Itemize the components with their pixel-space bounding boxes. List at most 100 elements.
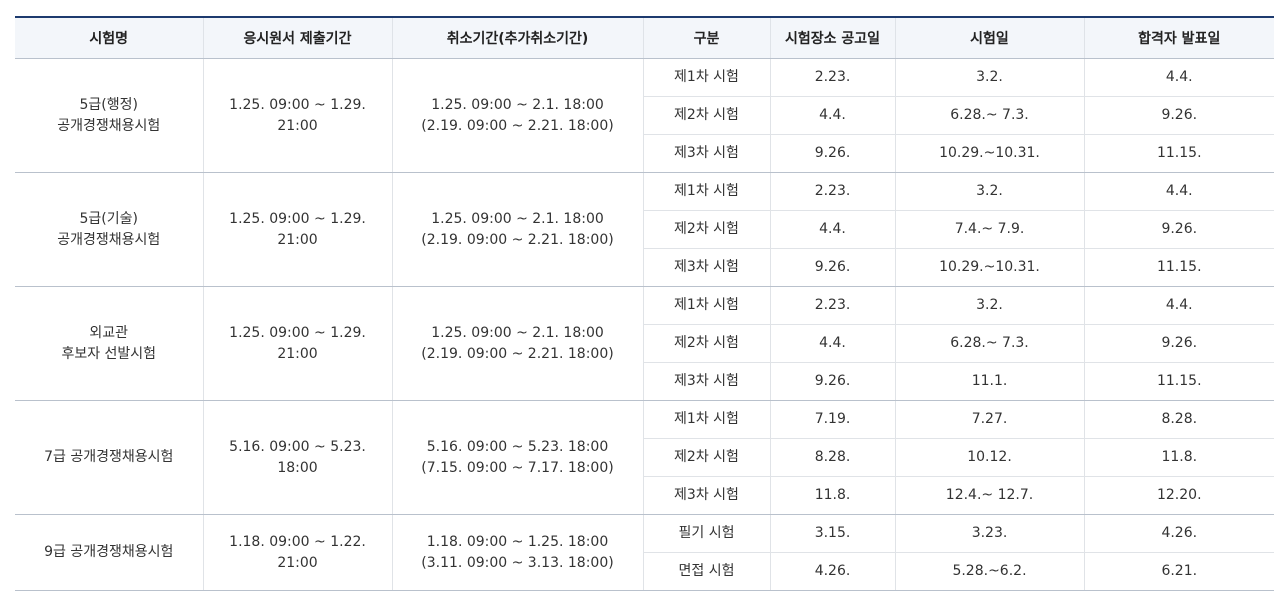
application-period-line: 1.18. 09:00 ~ 1.22. xyxy=(229,533,366,550)
application-period-line: 18:00 xyxy=(277,459,318,476)
stage-cell: 제3차 시험 xyxy=(642,134,770,173)
venue-notice-date-cell: 9.26. xyxy=(769,248,895,287)
application-period-line: 21:00 xyxy=(277,345,318,362)
table-row: 5급(행정) 공개경쟁채용시험 1.25. 09:00 ~ 1.29. 21:00 1.… xyxy=(15,58,1274,173)
header-exam-date: 시험일 xyxy=(894,17,1084,59)
cancel-period-line: (2.19. 09:00 ~ 2.21. 18:00) xyxy=(421,117,614,134)
cancel-period-cell: 1.25. 09:00 ~ 2.1. 18:00 (2.19. 09:00 ~ 2… xyxy=(391,286,643,401)
stage-cell: 제1차 시험 xyxy=(642,400,770,439)
exam-date-cell: 3.2. xyxy=(894,172,1084,211)
application-period-cell: 1.18. 09:00 ~ 1.22. 21:00 xyxy=(202,514,392,591)
result-date-cell: 9.26. xyxy=(1083,210,1274,249)
exam-date-cell: 3.2. xyxy=(894,58,1084,97)
cancel-period-cell: 5.16. 09:00 ~ 5.23. 18:00 (7.15. 09:00 ~ … xyxy=(391,400,643,515)
exam-date-cell: 10.29.~10.31. xyxy=(894,248,1084,287)
application-period-line: 5.16. 09:00 ~ 5.23. xyxy=(229,438,366,455)
table-row: 제2차 시험 4.4. 6.28.~ 7.3. 9.26. xyxy=(15,96,1274,135)
header-stage: 구분 xyxy=(642,17,770,59)
cancel-period-line: (7.15. 09:00 ~ 7.17. 18:00) xyxy=(421,459,614,476)
stage-cell: 제3차 시험 xyxy=(642,248,770,287)
header-result-date: 합격자 발표일 xyxy=(1083,17,1274,59)
header-cancel-period: 취소기간(추가취소기간) xyxy=(391,17,643,59)
exam-name-cell: 5급(기술) 공개경쟁채용시험 xyxy=(15,172,203,287)
table-row: 7급 공개경쟁채용시험 5.16. 09:00 ~ 5.23. 18:00 5.16.… xyxy=(15,400,1274,515)
stage-cell: 면접 시험 xyxy=(642,552,770,591)
result-date-cell: 4.4. xyxy=(1083,286,1274,325)
table-row: 제3차 시험 9.26. 11.1. 11.15. xyxy=(15,362,1274,401)
exam-date-cell: 6.28.~ 7.3. xyxy=(894,96,1084,135)
table-row: 9급 공개경쟁채용시험 1.18. 09:00 ~ 1.22. 21:00 1.18.… xyxy=(15,514,1274,591)
venue-notice-date-cell: 4.4. xyxy=(769,324,895,363)
stage-cell: 제1차 시험 xyxy=(642,286,770,325)
exam-date-cell: 12.4.~ 12.7. xyxy=(894,476,1084,515)
result-date-cell: 11.15. xyxy=(1083,134,1274,173)
venue-notice-date-cell: 4.4. xyxy=(769,210,895,249)
result-date-cell: 8.28. xyxy=(1083,400,1274,439)
cancel-period-line: 1.25. 09:00 ~ 2.1. 18:00 xyxy=(431,324,604,341)
application-period-line: 21:00 xyxy=(277,231,318,248)
venue-notice-date-cell: 3.15. xyxy=(769,514,895,553)
exam-name-line: 9급 공개경쟁채용시험 xyxy=(44,544,174,560)
exam-date-cell: 10.29.~10.31. xyxy=(894,134,1084,173)
cancel-period-line: (3.11. 09:00 ~ 3.13. 18:00) xyxy=(421,554,614,571)
exam-date-cell: 3.2. xyxy=(894,286,1084,325)
stage-cell: 제2차 시험 xyxy=(642,324,770,363)
table-body: 5급(행정) 공개경쟁채용시험 1.25. 09:00 ~ 1.29. 21:00 1.… xyxy=(15,58,1274,591)
venue-notice-date-cell: 2.23. xyxy=(769,58,895,97)
exam-name-line: 7급 공개경쟁채용시험 xyxy=(44,449,174,465)
stage-cell: 제2차 시험 xyxy=(642,210,770,249)
venue-notice-date-cell: 4.26. xyxy=(769,552,895,591)
header-exam-name: 시험명 xyxy=(15,17,203,59)
table-row: 5급(기술) 공개경쟁채용시험 1.25. 09:00 ~ 1.29. 21:00 1.… xyxy=(15,172,1274,287)
stage-cell: 필기 시험 xyxy=(642,514,770,553)
venue-notice-date-cell: 2.23. xyxy=(769,286,895,325)
application-period-line: 1.25. 09:00 ~ 1.29. xyxy=(229,324,366,341)
venue-notice-date-cell: 9.26. xyxy=(769,362,895,401)
table-row: 제3차 시험 9.26. 10.29.~10.31. 11.15. xyxy=(15,134,1274,173)
cancel-period-line: (2.19. 09:00 ~ 2.21. 18:00) xyxy=(421,231,614,248)
exam-name-line: 공개경쟁채용시험 xyxy=(57,117,161,134)
venue-notice-date-cell: 11.8. xyxy=(769,476,895,515)
application-period-cell: 5.16. 09:00 ~ 5.23. 18:00 xyxy=(202,400,392,515)
result-date-cell: 11.8. xyxy=(1083,438,1274,477)
stage-cell: 제3차 시험 xyxy=(642,476,770,515)
application-period-line: 21:00 xyxy=(277,554,318,571)
header-application-period: 응시원서 제출기간 xyxy=(202,17,392,59)
application-period-cell: 1.25. 09:00 ~ 1.29. 21:00 xyxy=(202,172,392,287)
exam-name-line: 외교관 xyxy=(89,324,129,341)
application-period-line: 1.25. 09:00 ~ 1.29. xyxy=(229,210,366,227)
exam-schedule-table: 시험명 응시원서 제출기간 취소기간(추가취소기간) 구분 시험장소 공고일 시… xyxy=(15,16,1274,591)
cancel-period-line: 1.25. 09:00 ~ 2.1. 18:00 xyxy=(431,210,604,227)
result-date-cell: 4.26. xyxy=(1083,514,1274,553)
exam-name-line: 5급(행정) xyxy=(79,96,138,113)
exam-date-cell: 3.23. xyxy=(894,514,1084,553)
header-venue-notice-date: 시험장소 공고일 xyxy=(769,17,895,59)
venue-notice-date-cell: 9.26. xyxy=(769,134,895,173)
cancel-period-cell: 1.25. 09:00 ~ 2.1. 18:00 (2.19. 09:00 ~ 2… xyxy=(391,58,643,173)
result-date-cell: 11.15. xyxy=(1083,248,1274,287)
stage-cell: 제2차 시험 xyxy=(642,96,770,135)
result-date-cell: 6.21. xyxy=(1083,552,1274,591)
stage-cell: 제1차 시험 xyxy=(642,172,770,211)
table-row: 외교관 후보자 선발시험 1.25. 09:00 ~ 1.29. 21:00 1.25.… xyxy=(15,286,1274,401)
exam-date-cell: 5.28.~6.2. xyxy=(894,552,1084,591)
result-date-cell: 9.26. xyxy=(1083,324,1274,363)
result-date-cell: 4.4. xyxy=(1083,172,1274,211)
table-row: 제2차 시험 4.4. 7.4.~ 7.9. 9.26. xyxy=(15,210,1274,249)
exam-name-cell: 7급 공개경쟁채용시험 xyxy=(15,400,203,515)
result-date-cell: 9.26. xyxy=(1083,96,1274,135)
exam-date-cell: 7.27. xyxy=(894,400,1084,439)
table-row: 제2차 시험 8.28. 10.12. 11.8. xyxy=(15,438,1274,477)
application-period-cell: 1.25. 09:00 ~ 1.29. 21:00 xyxy=(202,286,392,401)
exam-name-cell: 5급(행정) 공개경쟁채용시험 xyxy=(15,58,203,173)
result-date-cell: 12.20. xyxy=(1083,476,1274,515)
exam-date-cell: 6.28.~ 7.3. xyxy=(894,324,1084,363)
cancel-period-line: 1.18. 09:00 ~ 1.25. 18:00 xyxy=(426,533,609,550)
stage-cell: 제1차 시험 xyxy=(642,58,770,97)
venue-notice-date-cell: 8.28. xyxy=(769,438,895,477)
application-period-line: 21:00 xyxy=(277,117,318,134)
exam-name-cell: 9급 공개경쟁채용시험 xyxy=(15,514,203,591)
stage-cell: 제2차 시험 xyxy=(642,438,770,477)
application-period-line: 1.25. 09:00 ~ 1.29. xyxy=(229,96,366,113)
venue-notice-date-cell: 7.19. xyxy=(769,400,895,439)
